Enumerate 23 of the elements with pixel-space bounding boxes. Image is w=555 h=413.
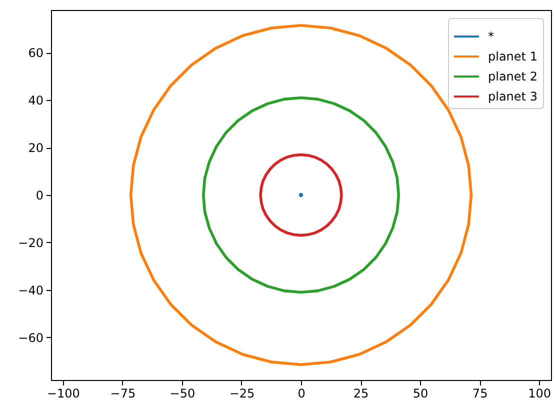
x-tick-label: 75 <box>472 386 488 400</box>
x-tick-label: −25 <box>229 386 255 400</box>
line-series <box>202 96 400 294</box>
y-tick-label: 60 <box>28 46 44 60</box>
x-tick-label: 100 <box>528 386 552 400</box>
y-tick-label: −60 <box>18 330 44 345</box>
legend-label: planet 1 <box>488 50 538 64</box>
y-tick-label: 40 <box>28 94 44 108</box>
legend-label: * <box>488 30 494 44</box>
line-series <box>259 153 343 237</box>
y-tick-label: 0 <box>36 188 44 202</box>
y-tick-label: −20 <box>18 236 44 250</box>
x-tick-label: −100 <box>46 386 80 400</box>
y-tick-label: 20 <box>28 141 44 156</box>
x-tick-label: −75 <box>110 386 136 400</box>
legend-label: planet 2 <box>488 70 538 84</box>
legend-label: planet 3 <box>488 90 538 104</box>
x-tick-label: 0 <box>298 386 306 400</box>
x-tick-label: 25 <box>353 386 369 400</box>
y-tick-label: −40 <box>18 283 44 298</box>
x-tick-label: −50 <box>170 386 196 400</box>
line-series <box>129 24 473 366</box>
x-tick-label: 50 <box>412 386 428 400</box>
